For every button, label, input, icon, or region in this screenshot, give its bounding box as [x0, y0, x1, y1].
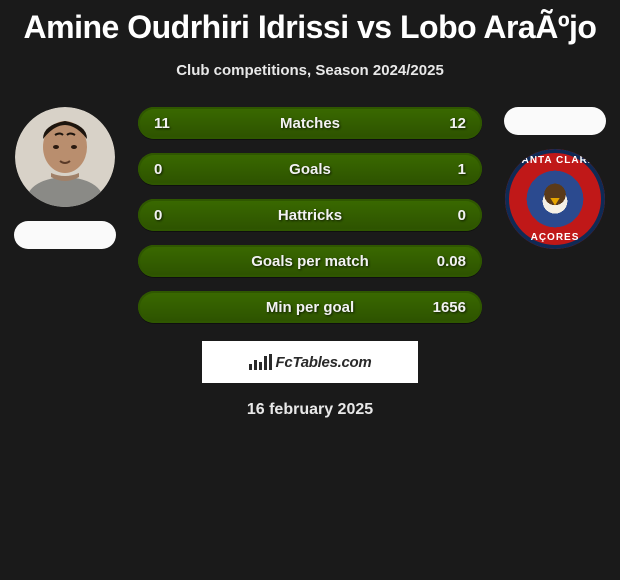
stat-row: 11 Matches 12: [138, 107, 482, 139]
eagle-icon: [532, 176, 578, 222]
footer-brand: FcTables.com: [276, 354, 372, 371]
left-player-column: [10, 107, 120, 249]
stat-row: 0 Hattricks 0: [138, 199, 482, 231]
right-club-badge: SANTA CLARA AÇORES: [505, 149, 605, 249]
date-label: 16 february 2025: [10, 401, 610, 419]
right-player-column: SANTA CLARA AÇORES: [500, 107, 610, 249]
club-badge-bottom-text: AÇORES: [505, 232, 605, 243]
footer-attribution: FcTables.com: [202, 341, 418, 383]
comparison-body: SANTA CLARA AÇORES 11 Matches 12 0 Goals…: [0, 107, 620, 419]
stat-row: 0 Goals 1: [138, 153, 482, 185]
stat-label: Min per goal: [138, 299, 482, 316]
right-club-pill: [504, 107, 606, 135]
stat-row: Min per goal 1656: [138, 291, 482, 323]
bar-chart-icon: [249, 354, 272, 370]
stat-row: Goals per match 0.08: [138, 245, 482, 277]
stats-list: 11 Matches 12 0 Goals 1 0 Hattricks 0 Go…: [138, 107, 482, 323]
comparison-card: Amine Oudrhiri Idrissi vs Lobo AraÃºjo C…: [0, 0, 620, 419]
left-player-avatar: [15, 107, 115, 207]
page-title: Amine Oudrhiri Idrissi vs Lobo AraÃºjo: [0, 2, 620, 50]
subtitle: Club competitions, Season 2024/2025: [0, 62, 620, 79]
stat-label: Hattricks: [138, 207, 482, 224]
left-club-pill: [14, 221, 116, 249]
club-badge-top-text: SANTA CLARA: [505, 155, 605, 166]
stat-label: Matches: [138, 115, 482, 132]
stat-label: Goals per match: [138, 253, 482, 270]
person-silhouette-icon: [15, 107, 115, 207]
stat-label: Goals: [138, 161, 482, 178]
